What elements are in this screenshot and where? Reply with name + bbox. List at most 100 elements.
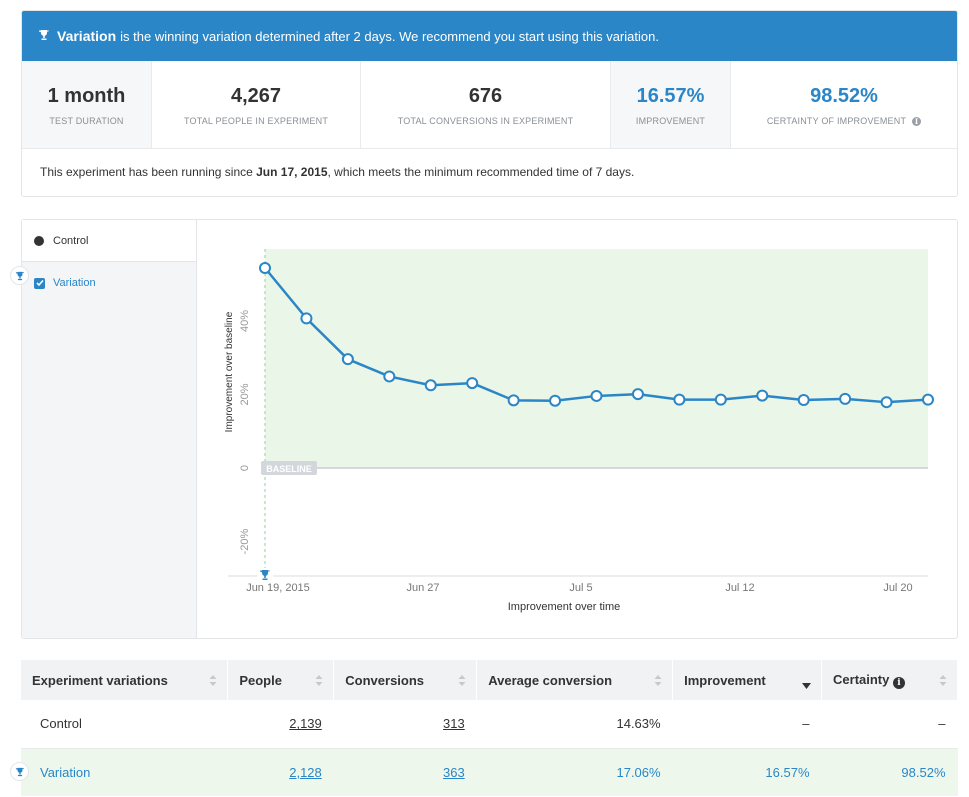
info-icon[interactable]: i [912, 116, 922, 126]
header-label: People [239, 672, 282, 688]
stat-improvement: 16.57% IMPROVEMENT [611, 61, 731, 148]
data-point [383, 370, 396, 383]
y-tick-label: 20% [239, 383, 251, 405]
row-certainty: – [821, 700, 958, 749]
row-people: 2,139 [227, 700, 334, 749]
stat-value: 98.52% [810, 85, 878, 107]
data-point [341, 353, 354, 366]
conversions-link[interactable]: 313 [443, 716, 465, 732]
row-average-conversion: 14.63% [476, 700, 673, 749]
table-trophy-icon [10, 762, 29, 781]
sort-icon[interactable] [939, 674, 947, 689]
column-header-conversions[interactable]: Conversions [333, 660, 478, 700]
column-header-variations[interactable]: Experiment variations [21, 660, 229, 700]
running-note: This experiment has been running since J… [22, 149, 957, 179]
winner-banner: Variation is the winning variation deter… [22, 11, 957, 61]
y-axis-label: Improvement over baseline [224, 311, 235, 432]
sort-icon[interactable] [209, 674, 217, 689]
header-label: Conversions [345, 672, 425, 688]
data-point [922, 393, 934, 406]
chart-card: Control Variation BASELINE -20% 0 20% 40% Imp… [21, 219, 958, 639]
sort-desc-icon[interactable] [802, 677, 812, 692]
data-point [839, 392, 852, 405]
data-point [631, 388, 644, 401]
sort-icon[interactable] [458, 674, 466, 689]
people-link[interactable]: 2,139 [289, 716, 322, 732]
x-tick-label: Jul 20 [883, 582, 912, 594]
results-table: Experiment variations People Conversions… [21, 660, 958, 796]
column-header-improvement[interactable]: Improvement [672, 660, 823, 700]
y-tick-label: 40% [239, 310, 251, 332]
stat-value: 4,267 [230, 85, 282, 107]
row-people: 2,128 [227, 748, 334, 796]
legend-label-control: Control [53, 234, 89, 247]
row-certainty: 98.52% [821, 748, 958, 796]
data-point [259, 262, 271, 274]
data-point [673, 393, 686, 406]
stat-label: IMPROVEMENT [635, 116, 706, 126]
data-point [549, 394, 562, 407]
stat-total-people: 4,267 TOTAL PEOPLE IN EXPERIMENT [152, 61, 361, 148]
row-name: Variation [21, 748, 228, 796]
header-label: Experiment variations [32, 672, 168, 688]
y-tick-label: 0 [239, 465, 251, 471]
sort-icon[interactable] [654, 674, 662, 689]
stat-label: CERTAINTY OF IMPROVEMENT i [766, 116, 922, 126]
legend-item-control[interactable]: Control [22, 220, 196, 262]
stat-value: 1 month [47, 85, 126, 107]
data-point [466, 377, 479, 390]
baseline-label-bg [261, 461, 317, 475]
sort-icon[interactable] [315, 674, 323, 689]
row-improvement: 16.57% [672, 748, 822, 796]
data-point [714, 393, 727, 406]
header-label: Average conversion [488, 672, 613, 688]
running-note-date: Jun 17, 2015 [256, 165, 328, 179]
stat-test-duration: 1 month TEST DURATION [22, 61, 152, 148]
trophy-icon [260, 570, 270, 580]
legend-trophy-icon [10, 266, 29, 285]
stat-certainty: 98.52% CERTAINTY OF IMPROVEMENT i [731, 61, 957, 148]
conversions-link[interactable]: 363 [443, 764, 465, 780]
table-row: Control 2,139 313 14.63% – – [21, 700, 958, 749]
winner-name: Variation [57, 28, 117, 44]
info-icon[interactable]: i [893, 676, 905, 689]
people-link[interactable]: 2,128 [289, 764, 322, 780]
column-header-certainty[interactable]: Certainty i [821, 660, 958, 700]
stat-value: 676 [468, 85, 503, 107]
data-point [880, 396, 893, 409]
control-dot-icon [34, 235, 44, 246]
checkbox-checked-icon[interactable] [34, 277, 45, 289]
column-header-people[interactable]: People [227, 660, 335, 700]
y-tick-label: -20% [239, 528, 251, 554]
legend-item-variation[interactable]: Variation [22, 262, 196, 304]
baseline-label: BASELINE [266, 464, 312, 474]
improvement-chart: BASELINE -20% 0 20% 40% Improvement over base… [224, 249, 934, 613]
winner-message: is the winning variation determined afte… [120, 28, 659, 44]
stat-label-text: CERTAINTY OF IMPROVEMENT [766, 116, 907, 126]
table-header-row: Experiment variations People Conversions… [21, 660, 958, 700]
trophy-icon [38, 29, 52, 43]
x-tick-label: Jun 27 [406, 582, 439, 594]
data-point [756, 389, 769, 402]
legend-panel: Control Variation [22, 220, 197, 638]
legend-label-variation: Variation [53, 277, 96, 289]
stat-value: 16.57% [636, 85, 705, 107]
stat-label: TOTAL CONVERSIONS IN EXPERIMENT [397, 116, 574, 126]
header-label: Certainty [833, 671, 890, 687]
stat-total-conversions: 676 TOTAL CONVERSIONS IN EXPERIMENT [361, 61, 611, 148]
x-tick-label: Jun 19, 2015 [246, 582, 310, 594]
x-tick-label: Jul 12 [725, 582, 754, 594]
stat-label: TEST DURATION [49, 116, 124, 126]
data-point [424, 379, 437, 392]
positive-region [265, 249, 928, 468]
row-conversions: 313 [333, 700, 477, 749]
summary-card: Variation is the winning variation deter… [21, 10, 958, 197]
running-note-prefix: This experiment has been running since [40, 165, 257, 179]
stat-label: TOTAL PEOPLE IN EXPERIMENT [183, 116, 329, 126]
running-note-suffix: , which meets the minimum recommended ti… [327, 165, 635, 179]
column-header-average-conversion[interactable]: Average conversion [476, 660, 674, 700]
row-name: Control [21, 700, 228, 749]
x-axis-label: Improvement over time [508, 601, 620, 613]
x-tick-label: Jul 5 [569, 582, 592, 594]
data-point [300, 312, 313, 325]
